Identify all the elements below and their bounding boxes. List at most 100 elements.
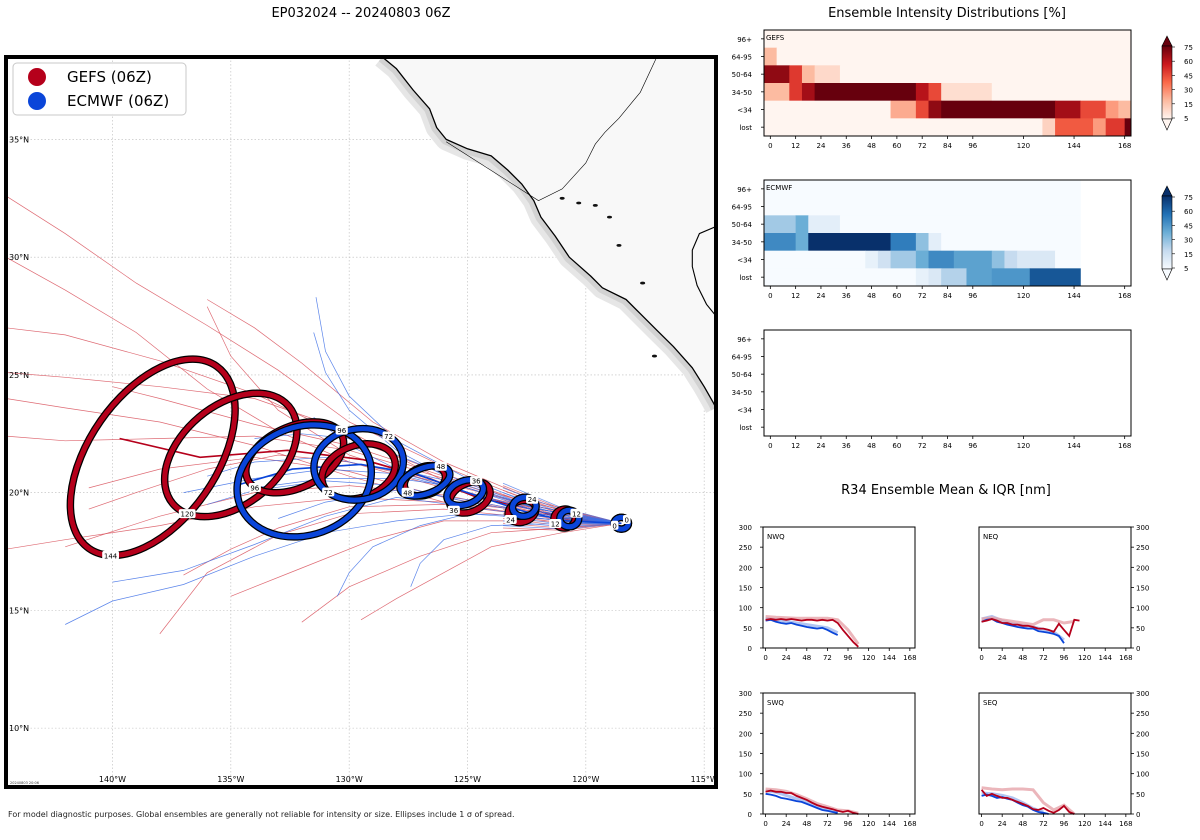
intensity-cell-lost (1055, 118, 1094, 137)
intensity-cell-50-64 (839, 215, 1081, 234)
intensity-cell-<34 (928, 100, 942, 119)
intensity-x-tick-label: 144 (1067, 292, 1081, 300)
intensity-cell-34-50 (928, 233, 942, 252)
intensity-panel-label: ECMWF (766, 184, 792, 192)
r34-x-tick-label: 96 (1060, 654, 1069, 662)
r34-x-tick-label: 24 (782, 654, 791, 662)
r34-x-tick-label: 72 (1039, 654, 1048, 662)
longitude-tick-labels: 140°W 135°W 130°W 125°W 120°W 115°W (99, 775, 718, 784)
r34-x-tick-label: 0 (979, 654, 983, 662)
lat-tick-label: 10°N (9, 724, 29, 733)
r34-y-tick-label: 300 (739, 524, 752, 532)
intensity-x-tick-label: 0 (768, 292, 772, 300)
island (640, 281, 646, 285)
ecmwf-hour-label-24: 24 (528, 496, 537, 504)
intensity-cell-lost (941, 268, 967, 287)
intensity-x-tick-label: 84 (943, 292, 952, 300)
colorbar-tick-label: 5 (1184, 115, 1188, 123)
ecmwf-hour-label-48-bg (434, 461, 447, 471)
r34-x-tick-label: 168 (1119, 654, 1132, 662)
ecmwf-mean-line (765, 618, 839, 636)
ecmwf-hour-label-36: 36 (472, 478, 481, 486)
r34-y-tick-label: 200 (739, 564, 752, 572)
intensity-row-label: 96+ (737, 186, 752, 194)
gefs-hour-label-0: 0 (612, 522, 616, 530)
intensity-x-tick-label: 120 (1017, 142, 1030, 150)
colorbar-gefs-bar (1161, 45, 1173, 120)
intensity-cell-50-64 (764, 65, 790, 84)
intensity-panel-label: GEFS (766, 34, 785, 42)
intensity-panel-gefs: 96+ 64-95 50-64 34-50 <34 lost 0 12 24 36 48 60 72 84… (732, 29, 1132, 150)
intensity-cell-lost (1093, 118, 1107, 137)
r34-x-tick-label: 0 (979, 820, 983, 828)
r34-panel-swq: 0 24 48 72 96 120 144 168 0 50 100 150 200 250 300 SWQ (739, 690, 917, 828)
map-timestamp: 20240803 20:06 (10, 781, 39, 785)
intensity-cell-96+ (764, 30, 1132, 49)
intensity-cell-50-64 (789, 65, 803, 84)
intensity-cell-lost (764, 268, 917, 287)
intensity-x-tick-label: 72 (918, 292, 927, 300)
intensity-x-tick-label: 144 (1067, 442, 1081, 450)
intensity-cell-lost (966, 268, 993, 287)
r34-y-tick-label: 300 (1136, 690, 1149, 698)
intensity-x-tick-label: 96 (968, 292, 977, 300)
r34-x-tick-label: 96 (844, 820, 853, 828)
gefs-hour-label-36: 36 (449, 507, 458, 515)
intensity-title: Ensemble Intensity Distributions [%] (828, 6, 1066, 21)
r34-y-tick-label: 250 (1136, 544, 1149, 552)
r34-y-tick-label: 250 (739, 544, 752, 552)
r34-y-tick-label: 0 (748, 645, 752, 653)
r34-y-tick-label: 100 (1136, 605, 1149, 613)
intensity-x-tick-label: 0 (768, 442, 772, 450)
lon-tick-label: 135°W (217, 775, 244, 784)
ecmwf-ellipse-24h-group (508, 493, 540, 521)
intensity-cell-34-50 (801, 83, 816, 102)
r34-y-tick-label: 200 (1136, 730, 1149, 738)
r34-x-tick-label: 144 (1099, 820, 1113, 828)
r34-y-tick-label: 150 (739, 751, 752, 759)
intensity-x-tick-label: 48 (867, 142, 876, 150)
r34-y-tick-label: 200 (739, 730, 752, 738)
legend-ecmwf-label: ECMWF (06Z) (67, 92, 169, 110)
gulf-coastline (691, 225, 716, 317)
intensity-axes-frame (763, 329, 1132, 437)
lon-tick-label: 115°W (691, 775, 718, 784)
gefs-hour-label-24-bg (504, 514, 517, 524)
ecmwf-hour-label-0: 0 (625, 516, 629, 524)
latitude-tick-labels: 10°N 15°N 20°N 25°N 30°N 35°N (9, 135, 29, 733)
intensity-cell-34-50 (928, 83, 942, 102)
intensity-cell-64-95 (764, 47, 778, 66)
intensity-cell-34-50 (915, 83, 929, 102)
intensity-row-label: 50-64 (732, 221, 753, 229)
intensity-cell-34-50 (991, 83, 1132, 102)
r34-x-tick-label: 24 (998, 654, 1007, 662)
r34-panel-label: NEQ (983, 533, 999, 541)
intensity-cell-50-64 (814, 65, 841, 84)
gefs-mean-line (765, 789, 859, 815)
colorbar-tick-label: 60 (1184, 208, 1193, 216)
gefs-hour-label-120-bg (178, 509, 196, 519)
r34-y-tick-label: 100 (1136, 771, 1149, 779)
r34-title: R34 Ensemble Mean & IQR [nm] (841, 483, 1051, 498)
r34-y-tick-label: 150 (1136, 751, 1149, 759)
intensity-cell-50-64 (801, 65, 816, 84)
gefs-mean-line (981, 618, 1080, 638)
intensity-cell-<34 (1118, 100, 1132, 119)
r34-y-tick-label: 200 (1136, 564, 1149, 572)
r34-x-tick-label: 96 (844, 654, 853, 662)
gefs-mean-line (980, 789, 1075, 815)
colorbar-tick-label: 75 (1184, 44, 1193, 52)
intensity-cell-<34 (877, 250, 891, 269)
colorbar-gefs-bottom-cap (1161, 118, 1173, 131)
intensity-cell-<34 (1055, 250, 1081, 269)
island (651, 354, 657, 358)
intensity-row-label: lost (739, 274, 752, 282)
coastline (381, 57, 716, 409)
intensity-cell-64-95 (776, 47, 1132, 66)
gefs-iqr-line (765, 615, 860, 645)
intensity-cell-96+ (764, 180, 1081, 199)
intensity-cell-34-50 (795, 233, 809, 252)
intensity-x-tick-label: 84 (943, 142, 952, 150)
colorbar-ecmwf-ticks: 75 60 45 30 15 5 (1172, 194, 1193, 273)
